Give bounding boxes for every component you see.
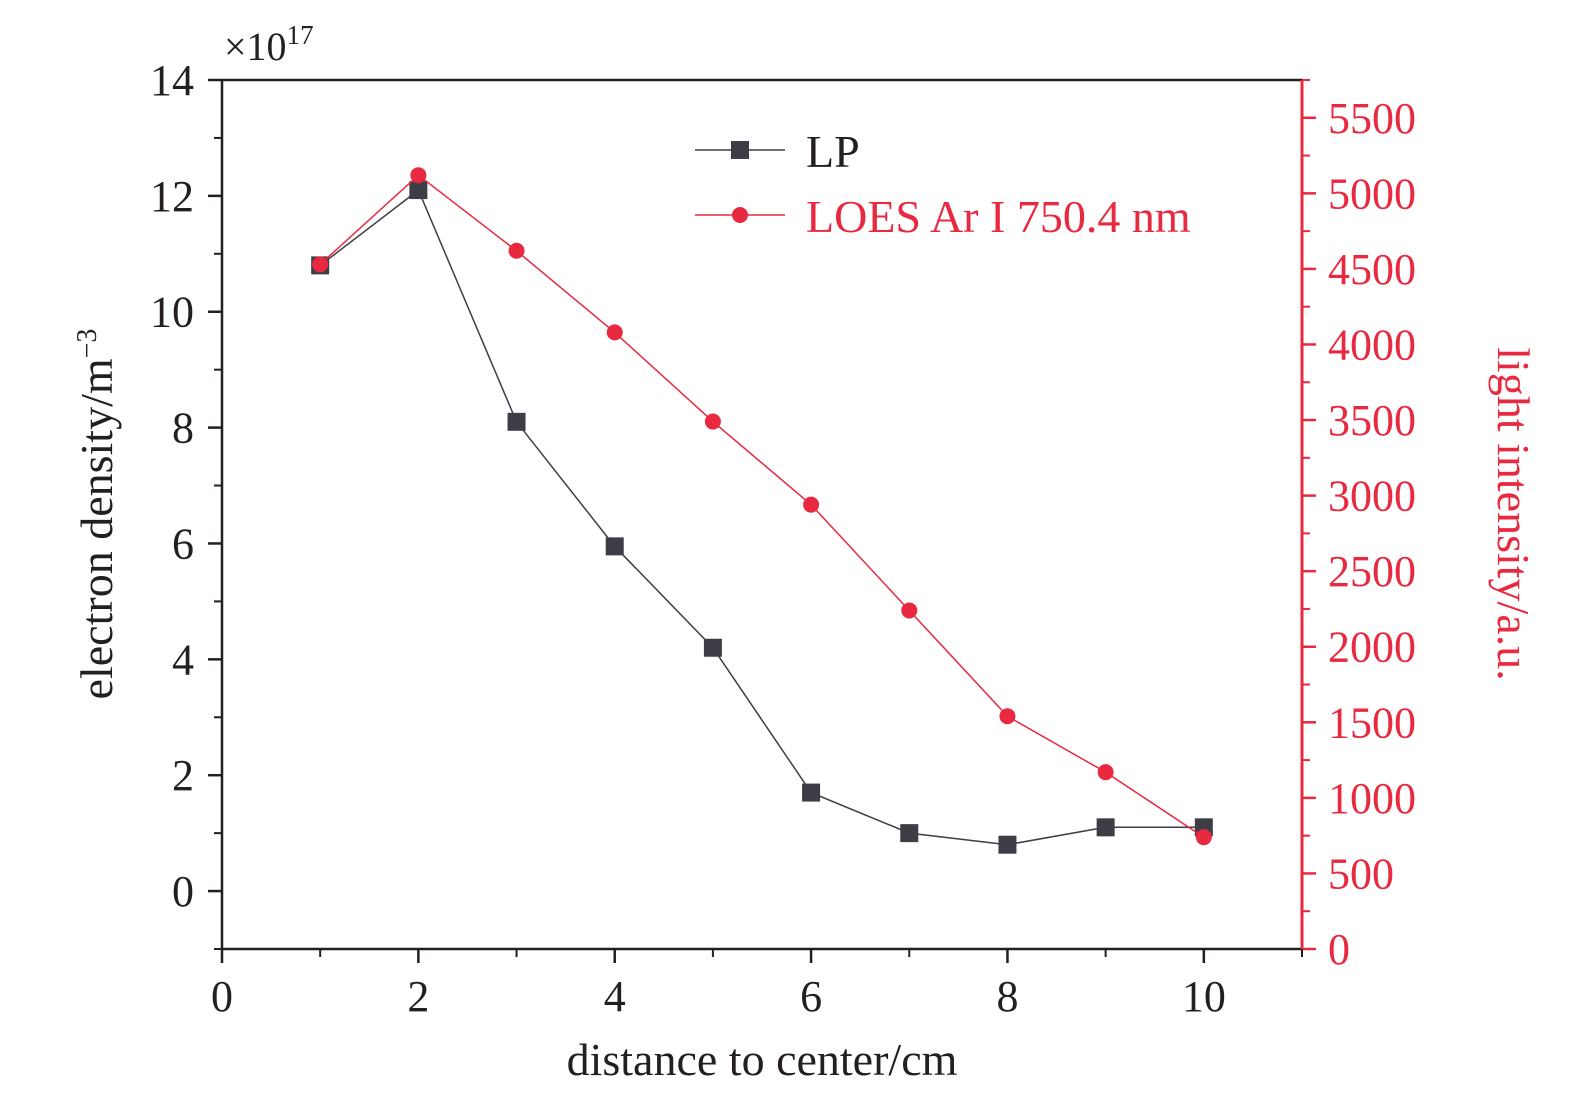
loes-data-point bbox=[606, 324, 623, 341]
y-right-tick-label: 5000 bbox=[1328, 169, 1416, 218]
y-multiplier-base: ×10 bbox=[224, 24, 287, 69]
lp-data-point bbox=[409, 181, 428, 200]
y-right-tick-label: 1500 bbox=[1328, 698, 1416, 747]
loes-data-point bbox=[312, 256, 329, 273]
loes-data-point bbox=[508, 242, 525, 259]
x-tick-label: 6 bbox=[800, 972, 822, 1021]
x-tick-label: 8 bbox=[996, 972, 1018, 1021]
y-left-axis-title-main: electron density/m bbox=[71, 358, 122, 699]
y-left-axis-title: electron density/m−3 bbox=[71, 329, 122, 700]
y-left-tick-label: 14 bbox=[150, 56, 194, 105]
series-layer bbox=[311, 167, 1213, 854]
y-right-axis-title: light intensity/a.u. bbox=[1488, 347, 1539, 680]
bottom-axis-ticks: 0 2 4 6 8 10 bbox=[211, 949, 1303, 1021]
y-right-tick-label: 3000 bbox=[1328, 472, 1416, 521]
x-tick-label: 2 bbox=[407, 972, 429, 1021]
lp-data-point bbox=[1096, 818, 1115, 837]
loes-data-point bbox=[410, 167, 427, 184]
loes-data-point bbox=[704, 413, 721, 430]
lp-data-point bbox=[703, 638, 722, 657]
y-right-tick-label: 1000 bbox=[1328, 774, 1416, 823]
x-tick-label: 4 bbox=[604, 972, 626, 1021]
y-right-tick-label: 2000 bbox=[1328, 623, 1416, 672]
x-axis-title: distance to center/cm bbox=[567, 1034, 958, 1085]
lp-data-point bbox=[802, 783, 821, 802]
lp-data-point bbox=[998, 835, 1017, 854]
legend-lp-label: LP bbox=[806, 126, 860, 177]
loes-data-point bbox=[1097, 764, 1114, 781]
loes-data-point bbox=[999, 708, 1016, 725]
y-left-tick-label: 12 bbox=[150, 172, 194, 221]
lp-data-point bbox=[507, 412, 526, 431]
y-multiplier: ×1017 bbox=[224, 20, 314, 69]
right-axis-ticks: 0 500 1000 1500 2000 2500 3000 3500 4000 4500 5000… bbox=[1302, 79, 1416, 974]
lp-data-point bbox=[605, 537, 624, 556]
y-multiplier-exponent: 17 bbox=[287, 20, 314, 50]
series-line-lp bbox=[319, 188, 1204, 846]
legend-loes-label: LOES Ar I 750.4 nm bbox=[806, 191, 1191, 242]
legend: LP LOES Ar I 750.4 nm bbox=[695, 126, 1191, 242]
loes-data-point bbox=[803, 496, 820, 513]
left-axis-ticks: 0 2 4 6 8 10 12 14 bbox=[150, 56, 222, 950]
y-left-tick-label: 6 bbox=[172, 519, 194, 568]
series-line-loes bbox=[319, 174, 1205, 838]
y-right-tick-label: 2500 bbox=[1328, 547, 1416, 596]
lp-data-point bbox=[900, 824, 919, 843]
y-left-tick-label: 4 bbox=[172, 635, 194, 684]
y-left-tick-label: 0 bbox=[172, 867, 194, 916]
y-right-tick-label: 500 bbox=[1328, 849, 1394, 898]
legend-loes-marker bbox=[732, 207, 748, 223]
x-tick-label: 0 bbox=[211, 972, 233, 1021]
y-left-tick-label: 2 bbox=[172, 751, 194, 800]
loes-data-point bbox=[901, 602, 918, 619]
loes-data-point bbox=[1195, 829, 1212, 846]
y-right-tick-label: 4000 bbox=[1328, 320, 1416, 369]
legend-lp-marker bbox=[731, 141, 749, 159]
y-right-tick-label: 0 bbox=[1328, 925, 1350, 974]
y-right-tick-label: 4500 bbox=[1328, 245, 1416, 294]
x-tick-label: 10 bbox=[1182, 972, 1226, 1021]
y-right-tick-label: 5500 bbox=[1328, 94, 1416, 143]
y-left-tick-label: 10 bbox=[150, 288, 194, 337]
y-right-tick-label: 3500 bbox=[1328, 396, 1416, 445]
y-left-axis-title-sup: −3 bbox=[72, 329, 103, 359]
y-left-tick-label: 8 bbox=[172, 404, 194, 453]
